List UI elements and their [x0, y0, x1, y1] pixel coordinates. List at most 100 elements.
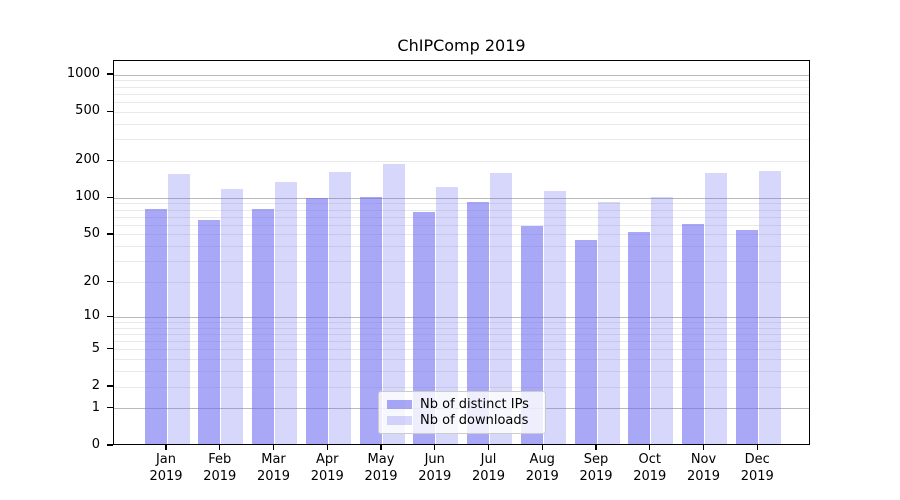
x-tick-mark [272, 445, 275, 450]
bar-ips-jul [467, 201, 489, 444]
gridline-minor [114, 160, 809, 162]
gridline-minor [114, 282, 809, 284]
gridline-minor [114, 333, 809, 335]
y-tick-label-5: 5 [91, 340, 100, 356]
x-tick-mark [541, 445, 543, 450]
bar-downloads-oct [651, 196, 674, 444]
gridline-major [114, 316, 809, 318]
legend-label-downloads: Nb of downloads [420, 413, 529, 428]
x-tick-label-feb: Feb 2019 [203, 452, 237, 484]
bar-downloads-jan [167, 174, 190, 444]
y-tick-label-1000: 1000 [66, 66, 100, 82]
gridline-major [114, 197, 809, 199]
gridline-minor [114, 224, 809, 226]
x-tick-label-nov: Nov 2019 [686, 452, 721, 484]
y-tick-mark [107, 233, 113, 235]
bar-downloads-mar [275, 182, 297, 444]
y-tick-label-20: 20 [83, 273, 100, 289]
gridline-minor [114, 86, 809, 88]
gridline-minor [114, 327, 809, 329]
gridline-minor [114, 349, 809, 351]
gridline-minor [114, 123, 809, 125]
x-tick-label-dec: Dec 2019 [740, 452, 774, 484]
x-tick-label-jun: Jun 2019 [418, 452, 452, 484]
y-tick-label-500: 500 [75, 103, 100, 119]
gridline-major [114, 74, 809, 76]
bar-downloads-nov [705, 172, 727, 444]
y-tick-label-10: 10 [83, 308, 100, 324]
gridline-minor [114, 139, 809, 141]
gridline-minor [114, 101, 809, 103]
gridline-minor [114, 93, 809, 95]
gridline-minor [114, 216, 809, 218]
y-tick-label-0: 0 [91, 437, 100, 452]
y-tick-mark [107, 385, 113, 387]
bar-ips-feb [198, 219, 221, 444]
bar-ips-mar [252, 209, 274, 444]
x-tick-label-aug: Aug 2019 [525, 452, 559, 484]
y-tick-label-100: 100 [75, 189, 100, 205]
bar-ips-oct [628, 231, 651, 444]
gridline-minor [114, 203, 809, 205]
y-tick-label-2: 2 [91, 378, 100, 394]
x-tick-label-sep: Sep 2019 [579, 452, 613, 484]
gridline-minor [114, 386, 809, 388]
y-tick-mark [107, 444, 113, 446]
y-tick-mark [107, 315, 113, 317]
x-tick-mark [649, 445, 651, 450]
bar-ips-apr [305, 198, 328, 444]
gridline-minor [114, 341, 809, 343]
y-tick-mark [107, 407, 113, 409]
x-tick-mark [326, 445, 328, 450]
bar-ips-sep [574, 239, 597, 444]
downloads-swatch-icon [387, 416, 412, 425]
x-tick-mark [165, 445, 167, 450]
y-tick-mark [107, 196, 113, 198]
x-tick-mark [219, 445, 221, 450]
gridline-minor [114, 261, 809, 263]
chart-title: ChIPComp 2019 [397, 36, 526, 55]
x-tick-label-apr: Apr 2019 [310, 452, 344, 484]
y-tick-label-50: 50 [83, 225, 100, 241]
bar-ips-may [359, 197, 382, 444]
legend-row-ips: Nb of distinct IPs [387, 397, 537, 412]
y-tick-mark [107, 110, 113, 112]
y-tick-mark [107, 73, 113, 75]
bar-downloads-may [382, 163, 405, 444]
y-tick-mark [107, 348, 113, 350]
legend: Nb of distinct IPs Nb of downloads [378, 391, 546, 434]
gridline-minor [114, 371, 809, 373]
bar-downloads-dec [758, 170, 781, 444]
x-tick-mark [756, 445, 758, 450]
x-tick-mark [702, 445, 705, 450]
x-tick-label-jan: Jan 2019 [149, 452, 183, 484]
plot-area [113, 60, 810, 445]
x-tick-label-jul: Jul 2019 [471, 452, 506, 484]
bar-downloads-jul [490, 172, 512, 444]
gridline-minor [114, 359, 809, 361]
y-tick-mark [107, 159, 113, 161]
gridline-minor [114, 234, 809, 236]
bar-ips-aug [520, 226, 543, 444]
ips-swatch-icon [387, 400, 412, 409]
bar-ips-dec [735, 229, 758, 444]
bar-downloads-aug [543, 190, 566, 444]
y-tick-mark [107, 280, 113, 283]
bar-ips-nov [682, 224, 704, 444]
bar-downloads-feb [221, 189, 244, 444]
bar-downloads-apr [328, 171, 351, 444]
x-tick-label-oct: Oct 2019 [633, 452, 667, 484]
y-tick-label-200: 200 [75, 152, 100, 168]
x-tick-mark [595, 445, 597, 450]
x-tick-mark [380, 445, 382, 450]
gridline-minor [114, 209, 809, 211]
bar-ips-jun [413, 211, 436, 444]
y-tick-label-1: 1 [91, 399, 100, 415]
bar-ips-jan [144, 209, 167, 444]
legend-label-ips: Nb of distinct IPs [420, 397, 529, 412]
gridline-minor [114, 80, 809, 82]
gridline-minor [114, 321, 809, 323]
gridline-minor [114, 111, 809, 113]
gridline-minor [114, 246, 809, 248]
